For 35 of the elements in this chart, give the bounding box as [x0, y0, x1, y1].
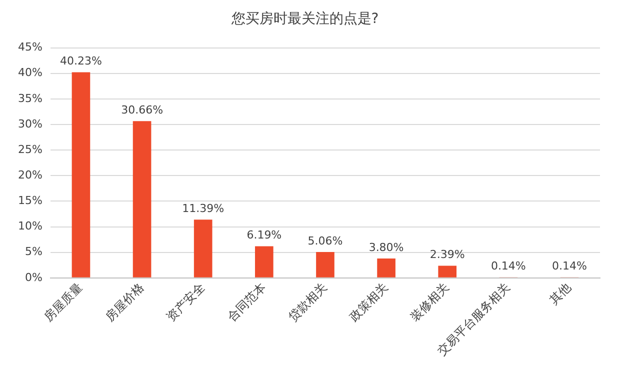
bar [316, 252, 334, 278]
y-tick-label: 20% [18, 168, 42, 182]
y-tick-label: 25% [18, 142, 42, 156]
y-tick-label: 40% [18, 66, 42, 80]
data-label: 30.66% [121, 103, 164, 116]
data-label: 6.19% [246, 228, 282, 242]
data-label: 11.39% [182, 202, 224, 216]
x-tick-label: 房屋价格 [102, 280, 146, 324]
data-label: 3.80% [368, 240, 404, 254]
x-tick-label: 资产安全 [164, 280, 208, 324]
x-tick-label: 贷款相关 [286, 280, 330, 324]
y-tick-label: 0% [24, 270, 42, 284]
bar [132, 121, 152, 278]
data-label: 5.06% [308, 234, 343, 248]
data-label: 2.39% [430, 248, 465, 262]
x-tick-label: 合同范本 [224, 280, 268, 324]
y-tick-label: 35% [18, 92, 42, 105]
x-tick-label: 房屋质量 [41, 280, 86, 324]
x-tick-label: 其他 [546, 280, 574, 308]
chart-title: 您买房时最关注的点是? [230, 11, 379, 28]
y-tick-label: 45% [18, 40, 42, 54]
y-tick-label: 30% [18, 117, 42, 130]
bar [72, 72, 90, 278]
bar [377, 258, 396, 278]
y-tick-label: 10% [18, 220, 42, 233]
bar [194, 220, 212, 278]
y-tick-label: 5% [24, 245, 42, 258]
y-tick-label: 15% [18, 194, 42, 208]
data-label: 0.14% [552, 260, 587, 273]
data-label: 0.14% [490, 260, 526, 273]
x-tick-label: 政策相关 [346, 280, 391, 324]
data-label: 40.23% [60, 54, 102, 68]
x-tick-label: 装修相关 [408, 280, 452, 324]
bar [438, 266, 457, 278]
bar [255, 246, 274, 278]
